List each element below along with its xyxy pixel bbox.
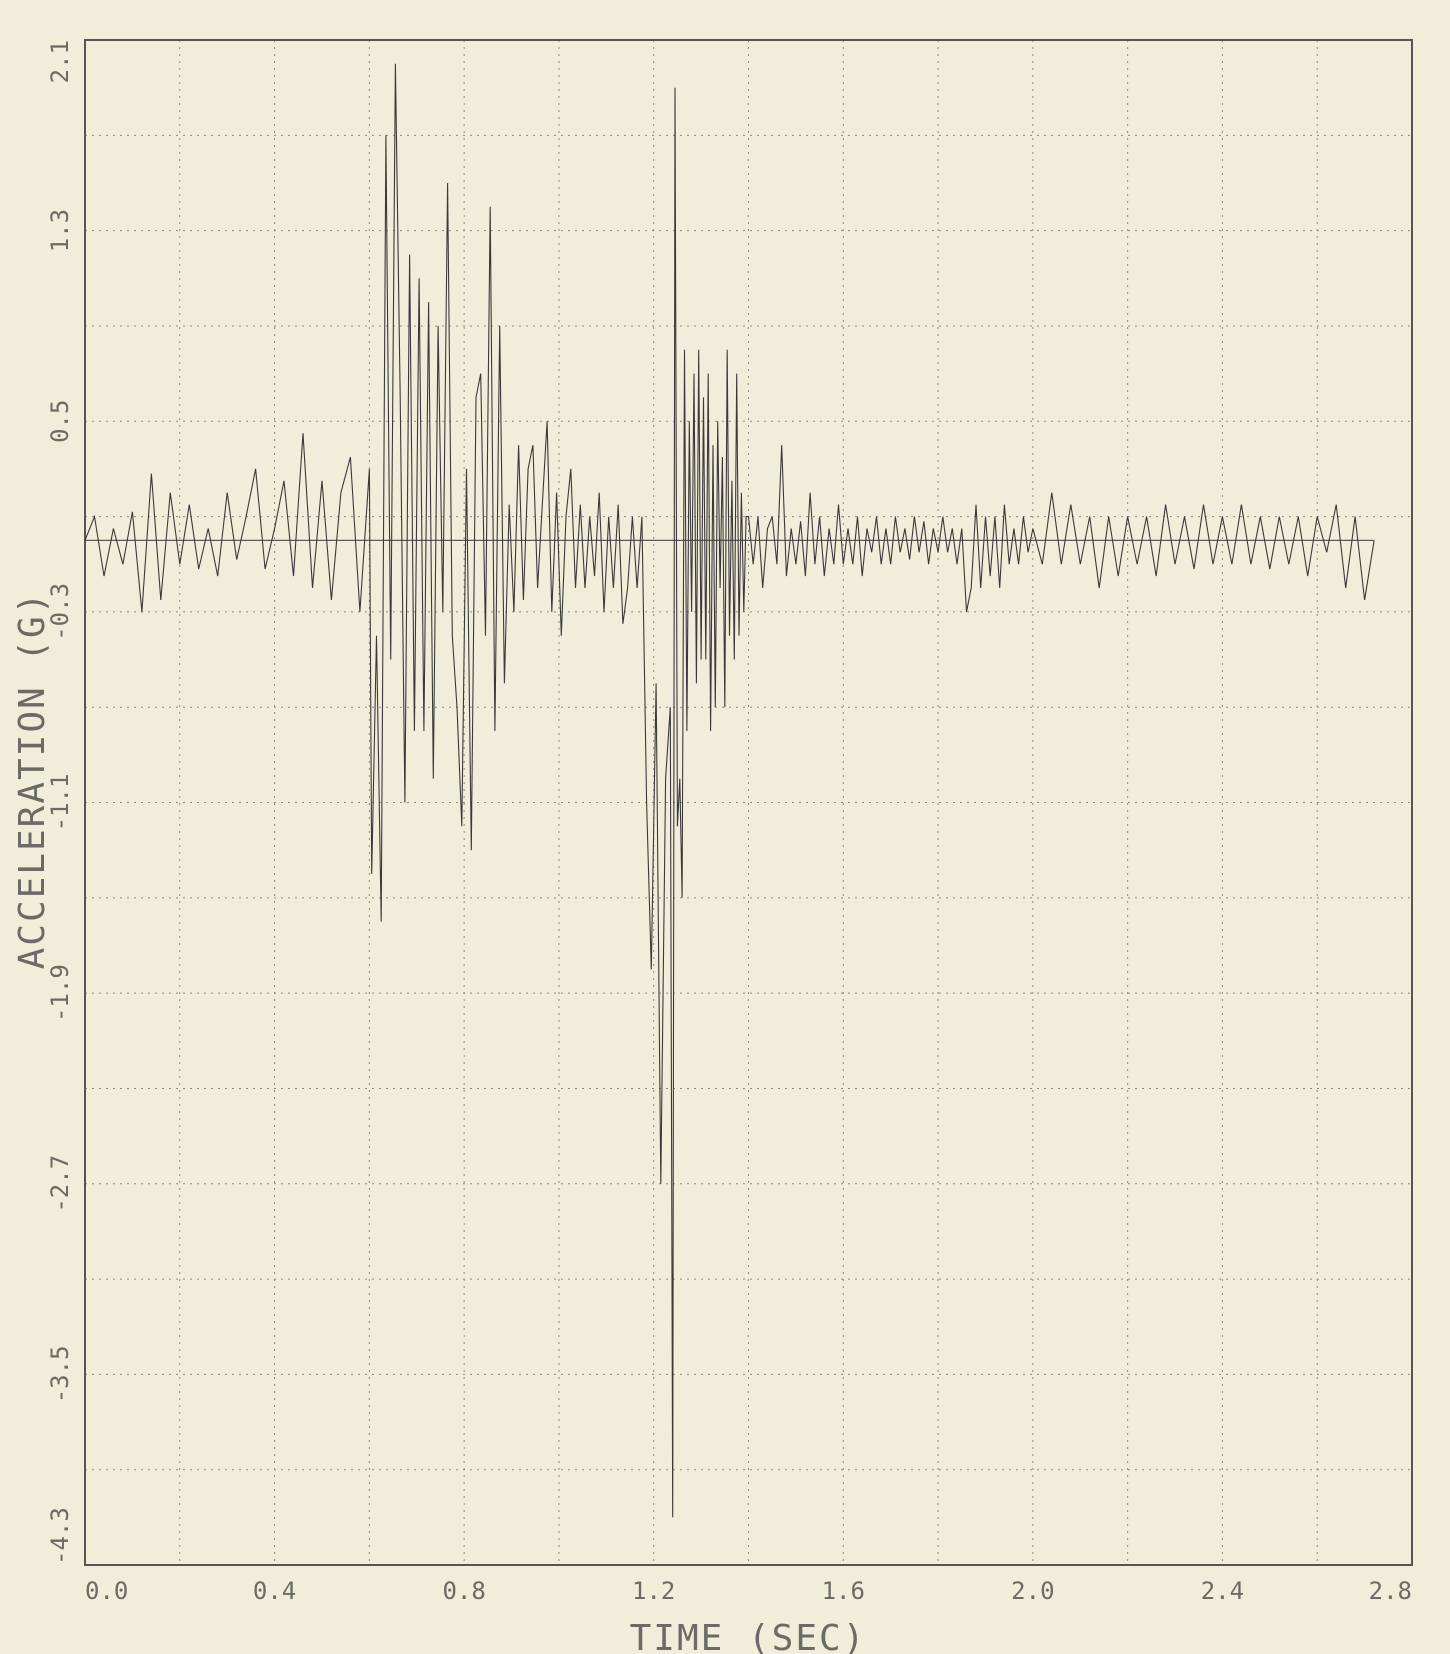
x-tick-labels: 0.0 0.4 0.8 1.2 1.6 2.0 2.4 2.8 [85, 1577, 1412, 1605]
y-tick-label: 2.1 [46, 40, 74, 83]
y-axis-label: ACCELERATION (G) [12, 591, 53, 970]
y-tick-labels: -4.3 -3.5 -2.7 -1.9 -1.1 -0.3 0.5 1.3 2.1 [46, 40, 74, 1565]
y-tick-label: 0.5 [46, 400, 74, 443]
x-tick-label: 0.0 [85, 1577, 128, 1605]
x-tick-label: 2.8 [1369, 1577, 1412, 1605]
y-tick-label: 1.3 [46, 209, 74, 252]
acceleration-trace [84, 63, 1375, 1518]
x-tick-label: 0.8 [442, 1577, 485, 1605]
y-tick-label: -1.1 [46, 774, 74, 832]
plot-frame [84, 39, 1413, 1566]
y-tick-label: -0.3 [46, 583, 74, 641]
x-tick-label: 0.4 [253, 1577, 296, 1605]
y-tick-label: -4.3 [46, 1507, 74, 1565]
x-tick-label: 1.2 [632, 1577, 675, 1605]
x-tick-label: 2.0 [1011, 1577, 1054, 1605]
y-tick-label: -3.5 [46, 1345, 74, 1403]
x-axis-label: TIME (SEC) [630, 1618, 867, 1654]
x-tick-label: 2.4 [1201, 1577, 1244, 1605]
y-tick-label: -1.9 [46, 964, 74, 1022]
x-tick-label: 1.6 [822, 1577, 865, 1605]
y-tick-label: -2.7 [46, 1155, 74, 1213]
